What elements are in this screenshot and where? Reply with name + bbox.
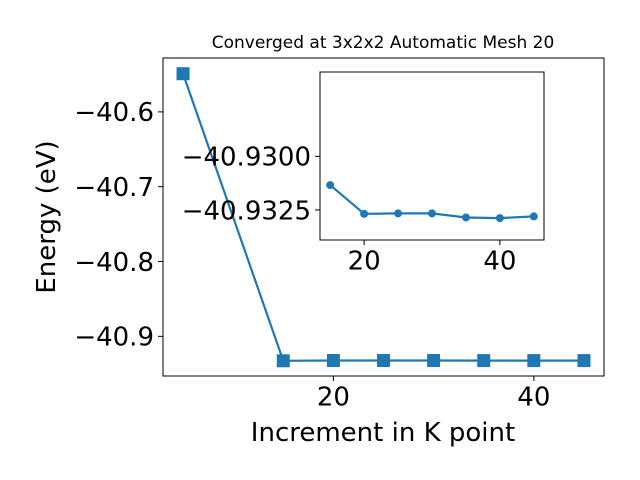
main-data-point — [577, 354, 591, 368]
main-data-point — [276, 354, 290, 368]
x-axis-label: Increment in K point — [251, 418, 515, 448]
inset-series-marks — [326, 181, 538, 223]
main-x-tick-label: 20 — [317, 383, 350, 413]
inset-x-tick-label: 20 — [348, 247, 381, 277]
chart-title: Converged at 3x2x2 Automatic Mesh 20 — [212, 33, 555, 53]
inset-data-point — [495, 214, 504, 223]
inset-ticks: 20 40 −40.9325 −40.9300 — [182, 143, 517, 277]
main-data-point — [477, 354, 491, 368]
inset-data-point — [394, 209, 403, 218]
main-series-line — [182, 73, 584, 362]
inset-data-point — [529, 212, 538, 221]
main-data-point — [527, 354, 541, 368]
inset-chart: 20 40 −40.9325 −40.9300 — [182, 71, 545, 277]
main-y-tick-label: −40.6 — [74, 98, 154, 128]
inset-data-point — [428, 209, 436, 218]
inset-y-tick-label: −40.9300 — [182, 143, 311, 173]
inset-data-point — [461, 213, 470, 222]
main-x-tick-label: 40 — [517, 383, 550, 413]
inset-data-point — [326, 181, 335, 190]
inset-data-point — [360, 209, 369, 218]
y-axis-label: Energy (eV) — [32, 140, 62, 293]
main-y-tick-label: −40.9 — [74, 323, 154, 353]
inset-x-tick-label: 40 — [483, 247, 516, 277]
inset-y-tick-label: −40.9325 — [182, 196, 311, 226]
main-data-point — [176, 67, 190, 81]
main-data-point — [377, 354, 390, 368]
main-data-point — [427, 354, 441, 368]
main-series-marks — [176, 67, 591, 368]
main-y-tick-label: −40.7 — [74, 173, 154, 203]
main-ticks: 20 40 −40.6 −40.7 −40.8 −40.9 — [74, 98, 550, 412]
main-axes-frame — [162, 57, 605, 377]
main-y-tick-label: −40.8 — [74, 248, 154, 278]
main-data-point — [326, 354, 340, 368]
